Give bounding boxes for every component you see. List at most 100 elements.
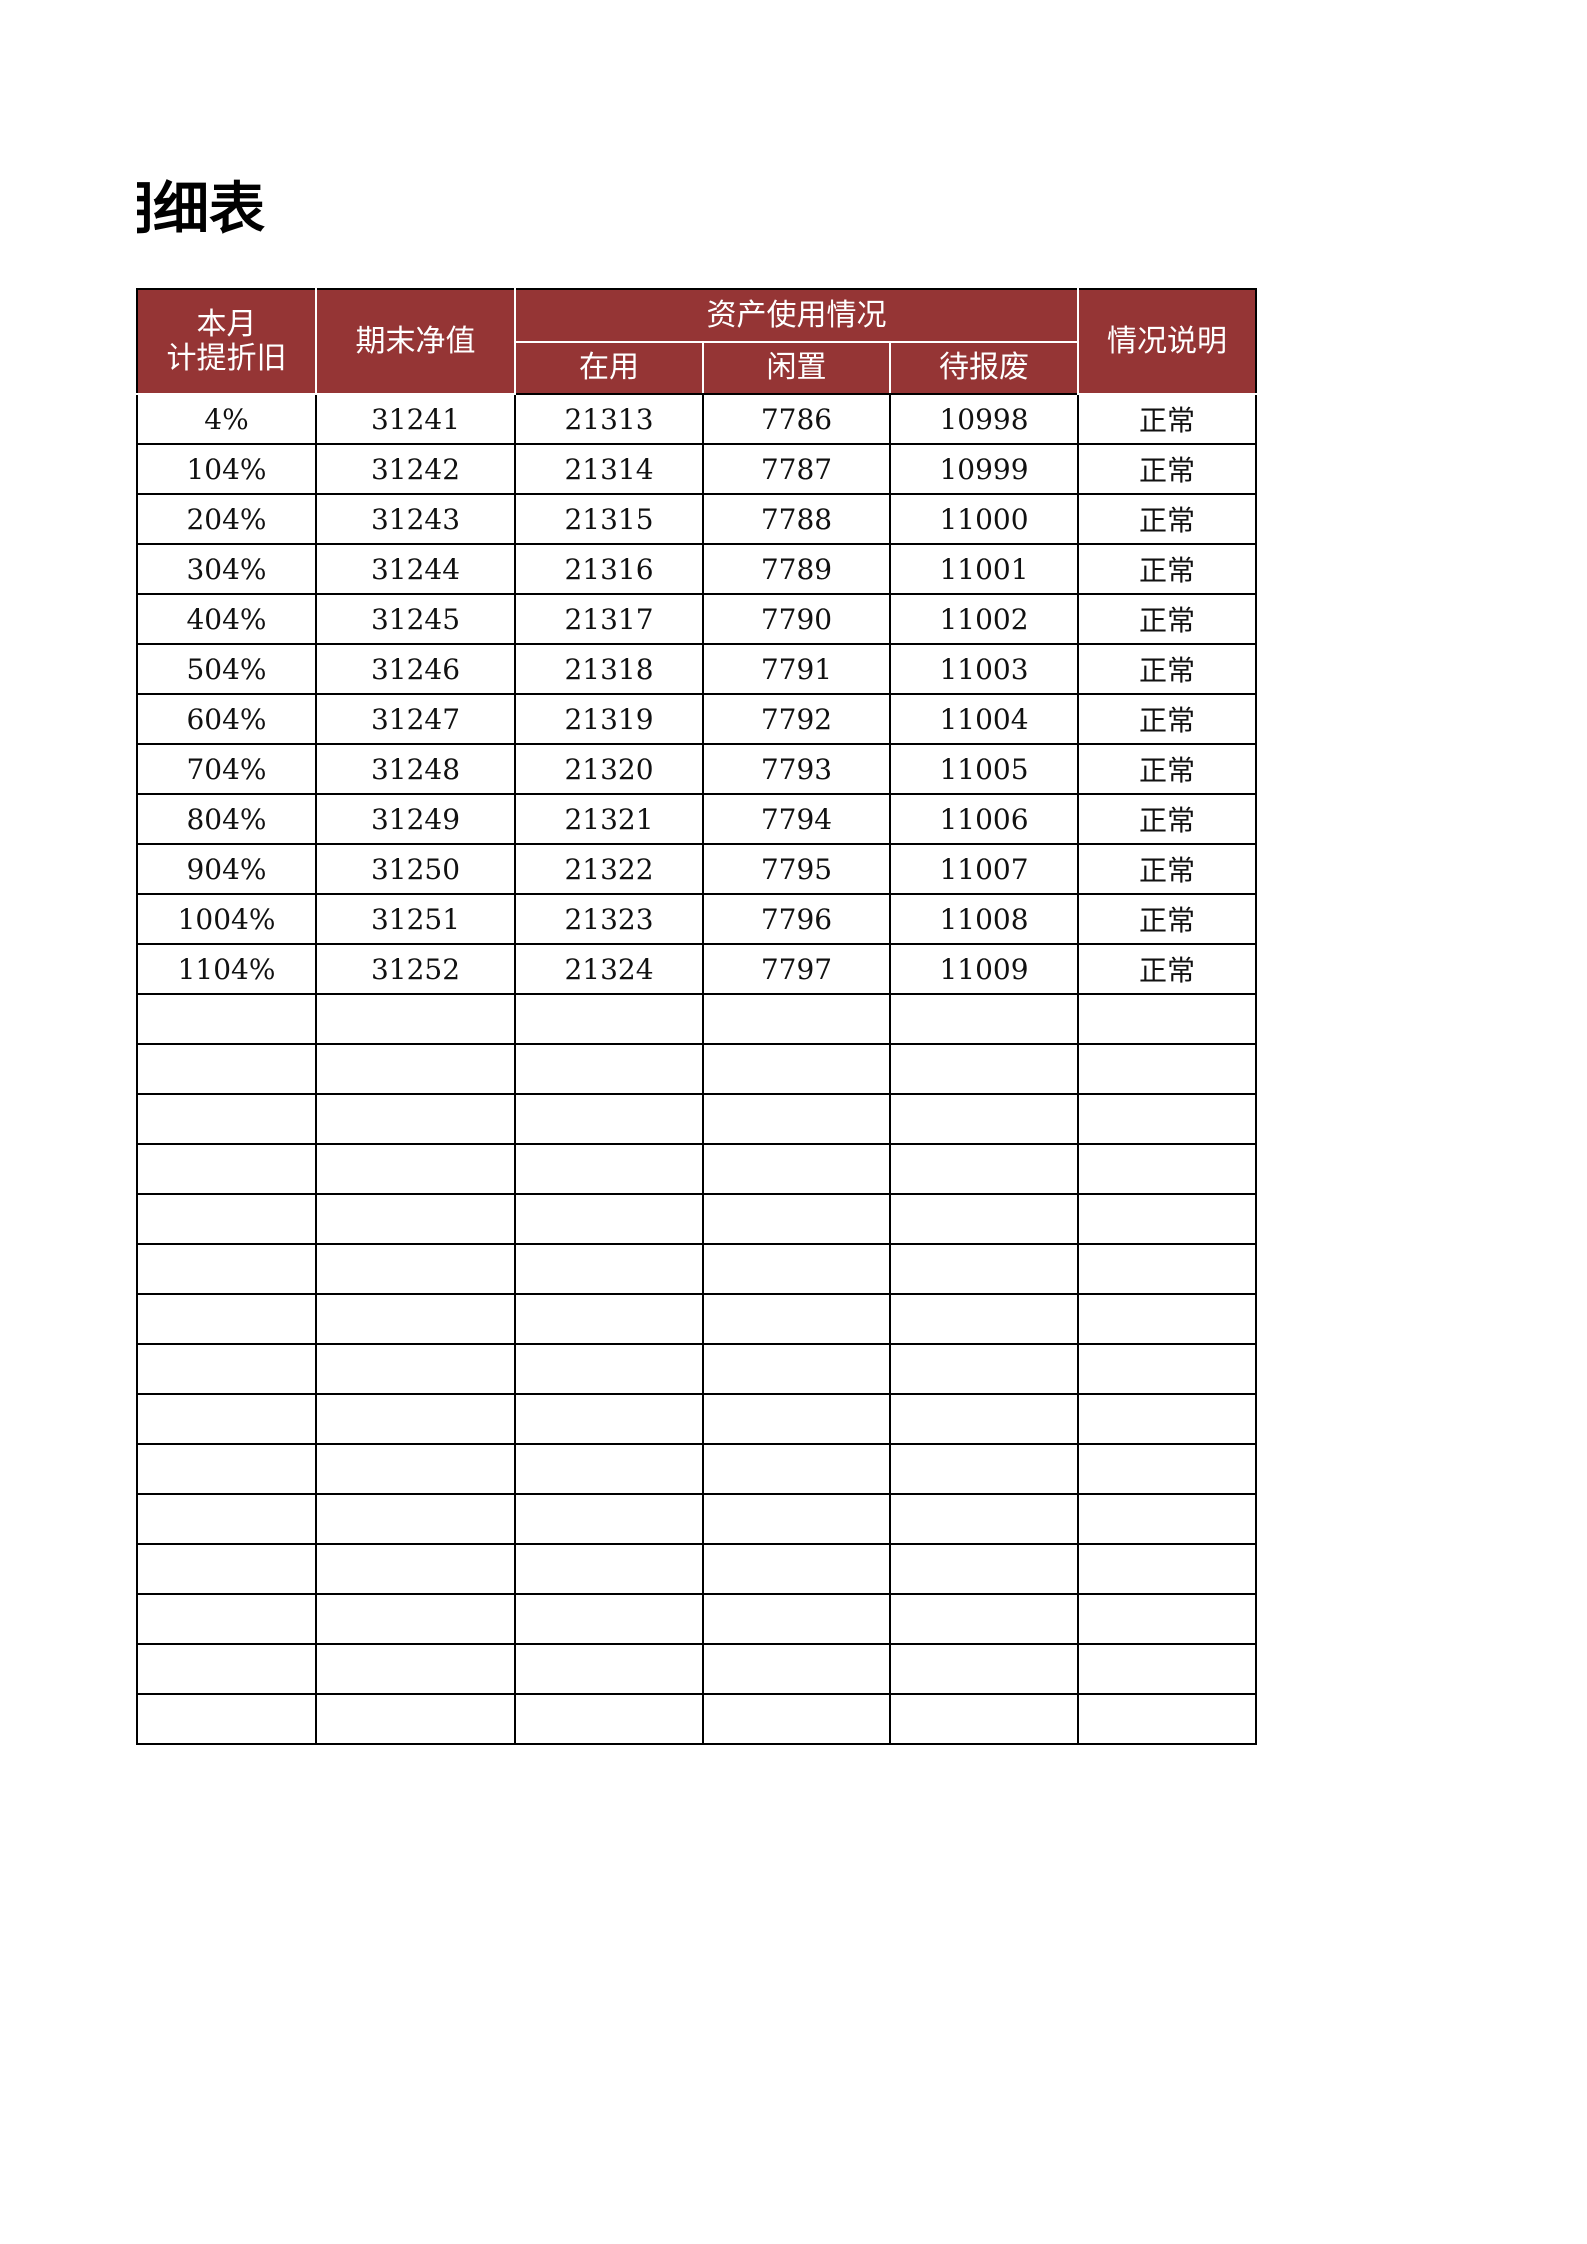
cell-to-scrap: 11007 [889, 843, 1079, 895]
cell-to-scrap: 11005 [889, 743, 1079, 795]
cell-in-use: 21320 [514, 743, 704, 795]
empty-cell-to-scrap [889, 1393, 1079, 1445]
empty-cell-net-value [315, 1543, 516, 1595]
empty-cell-net-value [315, 1193, 516, 1245]
cell-net-value: 31243 [315, 493, 516, 545]
cell-monthly-depreciation: 704% [136, 743, 317, 795]
empty-cell-net-value [315, 1093, 516, 1145]
empty-cell-monthly-depreciation [136, 1243, 317, 1295]
empty-table-row [136, 1243, 1257, 1295]
empty-table-row [136, 1043, 1257, 1095]
empty-cell-idle [702, 1293, 891, 1345]
cell-idle: 7797 [702, 943, 891, 995]
cell-to-scrap: 11009 [889, 943, 1079, 995]
header-remarks: 情况说明 [1077, 288, 1257, 395]
empty-cell-idle [702, 1043, 891, 1095]
empty-cell-net-value [315, 1293, 516, 1345]
empty-cell-monthly-depreciation [136, 1343, 317, 1395]
cell-monthly-depreciation: 504% [136, 643, 317, 695]
table-row: 104% 31242 21314 7787 10999 正常 [136, 443, 1257, 495]
cell-idle: 7792 [702, 693, 891, 745]
empty-cell-in-use [514, 993, 704, 1045]
empty-cell-in-use [514, 1643, 704, 1695]
cell-remarks: 正常 [1077, 843, 1257, 895]
empty-cell-in-use [514, 1243, 704, 1295]
empty-cell-in-use [514, 1443, 704, 1495]
header-in-use: 在用 [514, 341, 704, 395]
title-container: 明细表 [137, 170, 437, 250]
empty-cell-idle [702, 1693, 891, 1745]
empty-cell-to-scrap [889, 1243, 1079, 1295]
cell-idle: 7790 [702, 593, 891, 645]
cell-in-use: 21317 [514, 593, 704, 645]
cell-monthly-depreciation: 104% [136, 443, 317, 495]
empty-cell-monthly-depreciation [136, 1643, 317, 1695]
cell-monthly-depreciation: 1004% [136, 893, 317, 945]
empty-table-row [136, 1693, 1257, 1745]
cell-in-use: 21318 [514, 643, 704, 695]
empty-cell-net-value [315, 1393, 516, 1445]
cell-idle: 7789 [702, 543, 891, 595]
table-row: 804% 31249 21321 7794 11006 正常 [136, 793, 1257, 845]
cell-in-use: 21315 [514, 493, 704, 545]
cell-monthly-depreciation: 4% [136, 393, 317, 445]
cell-idle: 7796 [702, 893, 891, 945]
cell-remarks: 正常 [1077, 393, 1257, 445]
empty-cell-net-value [315, 1443, 516, 1495]
empty-cell-in-use [514, 1393, 704, 1445]
empty-cell-in-use [514, 1193, 704, 1245]
empty-cell-monthly-depreciation [136, 1193, 317, 1245]
cell-monthly-depreciation: 904% [136, 843, 317, 895]
cell-to-scrap: 10999 [889, 443, 1079, 495]
table-row: 4% 31241 21313 7786 10998 正常 [136, 393, 1257, 445]
empty-cell-remarks [1077, 1043, 1257, 1095]
empty-cell-idle [702, 1493, 891, 1545]
detail-table: 本月 计提折旧 期末净值 资产使用情况 情况说明 在用 闲置 待报废 4% 312… [136, 288, 1257, 1745]
cell-net-value: 31241 [315, 393, 516, 445]
cell-in-use: 21314 [514, 443, 704, 495]
cell-remarks: 正常 [1077, 443, 1257, 495]
header-to-scrap: 待报废 [889, 341, 1079, 395]
empty-cell-monthly-depreciation [136, 1293, 317, 1345]
cell-to-scrap: 11006 [889, 793, 1079, 845]
cell-monthly-depreciation: 204% [136, 493, 317, 545]
empty-cell-net-value [315, 1593, 516, 1645]
table-row: 204% 31243 21315 7788 11000 正常 [136, 493, 1257, 545]
cell-in-use: 21323 [514, 893, 704, 945]
cell-remarks: 正常 [1077, 743, 1257, 795]
empty-cell-in-use [514, 1343, 704, 1395]
empty-cell-to-scrap [889, 1493, 1079, 1545]
empty-cell-idle [702, 1593, 891, 1645]
empty-cell-monthly-depreciation [136, 1093, 317, 1145]
empty-cell-remarks [1077, 1243, 1257, 1295]
cell-to-scrap: 11002 [889, 593, 1079, 645]
table-row: 704% 31248 21320 7793 11005 正常 [136, 743, 1257, 795]
empty-cell-remarks [1077, 1643, 1257, 1695]
empty-cell-to-scrap [889, 1443, 1079, 1495]
cell-monthly-depreciation: 1104% [136, 943, 317, 995]
cell-net-value: 31244 [315, 543, 516, 595]
table-row: 904% 31250 21322 7795 11007 正常 [136, 843, 1257, 895]
cell-net-value: 31248 [315, 743, 516, 795]
empty-cell-in-use [514, 1143, 704, 1195]
empty-cell-monthly-depreciation [136, 1443, 317, 1495]
cell-remarks: 正常 [1077, 593, 1257, 645]
empty-cell-to-scrap [889, 1693, 1079, 1745]
empty-cell-monthly-depreciation [136, 1593, 317, 1645]
empty-cell-remarks [1077, 1343, 1257, 1395]
empty-cell-idle [702, 1643, 891, 1695]
empty-cell-to-scrap [889, 1543, 1079, 1595]
page-title: 明细表 [137, 177, 265, 242]
cell-remarks: 正常 [1077, 693, 1257, 745]
cell-in-use: 21322 [514, 843, 704, 895]
cell-remarks: 正常 [1077, 943, 1257, 995]
table-row: 504% 31246 21318 7791 11003 正常 [136, 643, 1257, 695]
cell-net-value: 31245 [315, 593, 516, 645]
cell-net-value: 31249 [315, 793, 516, 845]
empty-cell-to-scrap [889, 1093, 1079, 1145]
empty-cell-monthly-depreciation [136, 1043, 317, 1095]
empty-cell-remarks [1077, 1143, 1257, 1195]
empty-cell-idle [702, 1143, 891, 1195]
cell-in-use: 21324 [514, 943, 704, 995]
empty-table-row [136, 1293, 1257, 1345]
